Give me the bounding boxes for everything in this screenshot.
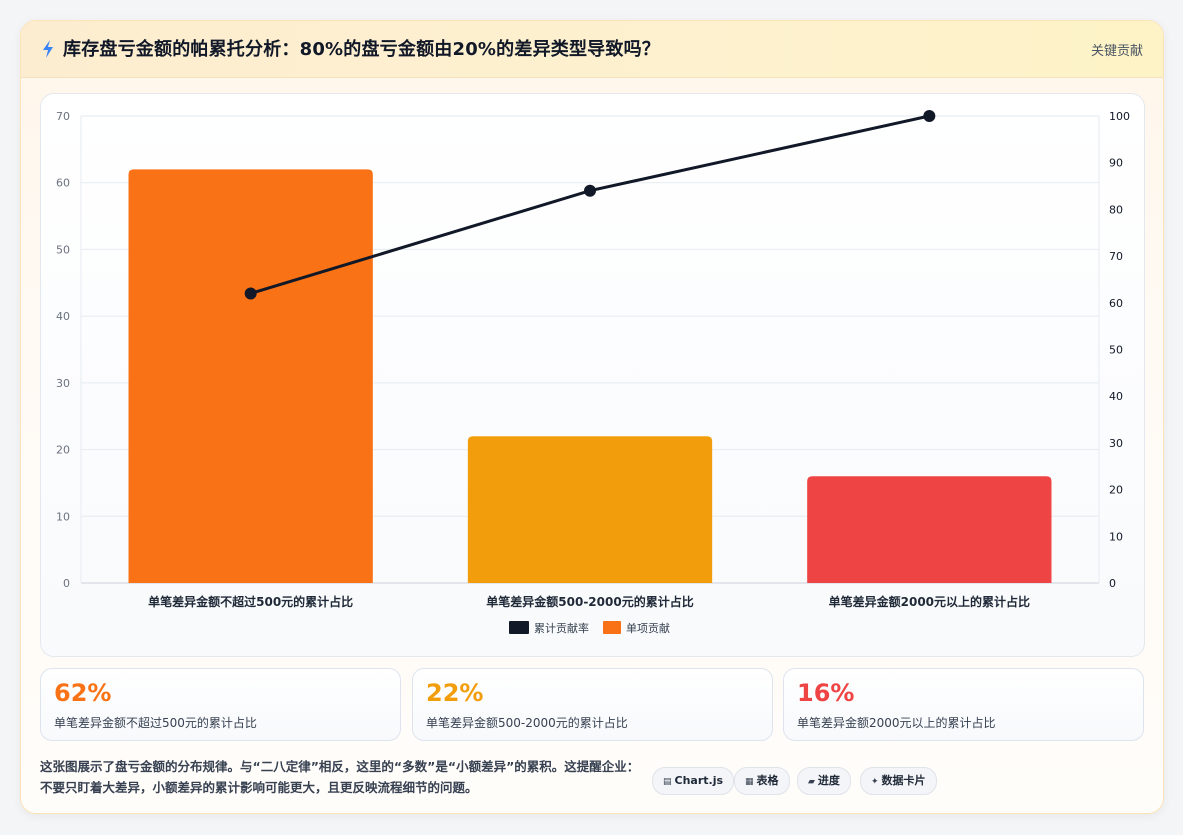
y-left-tick-label: 10 (56, 510, 70, 523)
tool-datacard-button[interactable]: ✦ 数据卡片 (860, 767, 937, 795)
tool-chartjs-button[interactable]: ▤ Chart.js (652, 767, 735, 795)
cumulative-point (923, 110, 936, 122)
pareto-chart: 0 10 20 30 40 50 60 70 0 10 20 30 40 50 60 70 80 90 100 单笔差… (40, 93, 1145, 657)
stat-value: 62% (54, 679, 112, 707)
cumulative-point (584, 184, 596, 197)
stat-card-large: 16% 单笔差异金额2000元以上的累计占比 (783, 668, 1144, 741)
report-card: 库存盘亏金额的帕累托分析：80%的盘亏金额由20%的差异类型导致吗？ 关键贡献 … (20, 20, 1164, 814)
tool-label: 表格 (756, 774, 779, 787)
chart-description: 这张图展示了盘亏金额的分布规律。与“二八定律”相反，这里的“多数”是“小额差异”… (40, 759, 640, 795)
y-left-tick-label: 20 (56, 444, 70, 457)
chart-canvas: 0 10 20 30 40 50 60 70 0 10 20 30 40 50 60 70 80 90 100 单笔差… (56, 110, 1130, 635)
y-right-tick-label: 80 (1109, 203, 1123, 216)
y-left-tick-label: 30 (56, 377, 70, 390)
stat-card-small: 62% 单笔差异金额不超过500元的累计占比 (40, 668, 401, 741)
table-icon: ▦ (745, 777, 754, 787)
tool-label: 数据卡片 (881, 774, 926, 787)
y-right-tick-label: 0 (1109, 577, 1116, 590)
y-right-tick-label: 50 (1109, 344, 1123, 357)
tool-progress-button[interactable]: ▰ 进度 (797, 767, 851, 795)
y-left-tick-label: 60 (56, 177, 70, 190)
bar (467, 436, 713, 583)
y-right-tick-label: 60 (1109, 297, 1123, 310)
y-left-tick-label: 70 (56, 110, 70, 123)
card-header: 库存盘亏金额的帕累托分析：80%的盘亏金额由20%的差异类型导致吗？ 关键贡献 (21, 21, 1163, 78)
y-right-tick-label: 40 (1109, 390, 1123, 403)
y-right-tick-label: 70 (1109, 250, 1123, 263)
stat-label: 单笔差异金额500-2000元的累计占比 (426, 716, 628, 730)
stat-value: 16% (797, 679, 855, 707)
y-right-tick-label: 30 (1109, 437, 1123, 450)
stat-card-medium: 22% 单笔差异金额500-2000元的累计占比 (412, 668, 773, 741)
y-left-tick-label: 40 (56, 310, 70, 323)
x-tick-label: 单笔差异金额不超过500元的累计占比 (148, 594, 353, 609)
tool-label: 进度 (817, 774, 840, 787)
stat-label: 单笔差异金额2000元以上的累计占比 (797, 716, 996, 730)
x-tick-label: 单笔差异金额2000元以上的累计占比 (829, 594, 1030, 609)
chart-icon: ▤ (663, 777, 672, 787)
lightning-icon (43, 40, 53, 58)
bar (807, 476, 1052, 583)
y-right-tick-label: 20 (1109, 484, 1123, 497)
y-left-tick-label: 50 (56, 243, 70, 256)
legend-label: 累计贡献率 (534, 621, 589, 635)
cumulative-point (244, 287, 257, 300)
legend-swatch (509, 621, 529, 634)
y-right-tick-label: 90 (1109, 157, 1123, 170)
y-right-tick-label: 10 (1109, 530, 1123, 543)
stat-label: 单笔差异金额不超过500元的累计占比 (54, 716, 257, 730)
header-tag: 关键贡献 (1090, 44, 1143, 59)
tool-label: Chart.js (674, 774, 724, 787)
page-title: 库存盘亏金额的帕累托分析：80%的盘亏金额由20%的差异类型导致吗？ (63, 39, 660, 60)
sparkle-icon: ✦ (871, 777, 879, 787)
legend-swatch (603, 621, 621, 634)
x-tick-label: 单笔差异金额500-2000元的累计占比 (486, 594, 693, 609)
y-left-tick-label: 0 (63, 577, 70, 590)
legend-label: 单项贡献 (626, 621, 670, 635)
bar (128, 169, 373, 583)
stat-value: 22% (426, 679, 484, 707)
tool-table-button[interactable]: ▦ 表格 (734, 767, 790, 795)
y-right-tick-label: 100 (1109, 110, 1130, 123)
progress-icon: ▰ (808, 777, 815, 787)
